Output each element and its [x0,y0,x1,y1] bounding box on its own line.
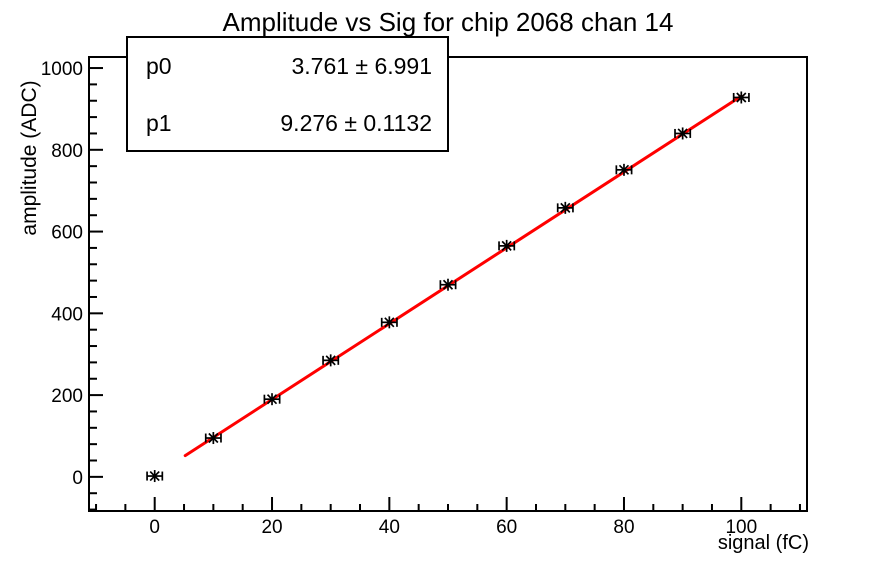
data-point [615,163,633,176]
y-tick-label: 600 [51,223,83,244]
stat-p0-value: 3.761 ± 6.991 [291,53,432,79]
stats-box: p0 3.761 ± 6.991 p1 9.276 ± 0.1132 [126,36,449,152]
marker-spoke-d2 [325,355,336,366]
y-tick-label: 800 [51,141,83,162]
x-axis-title: signal (fC) [718,532,809,554]
data-point [263,393,281,406]
stat-p1-value: 9.276 ± 0.1132 [280,110,432,136]
data-point [439,278,457,291]
data-point [204,432,222,445]
marker-spoke-d2 [266,394,278,405]
marker-spoke-d2 [208,432,219,444]
y-tick-label: 1000 [41,59,83,80]
y-tick-label: 200 [51,386,83,407]
y-tick-label: 400 [51,304,83,325]
x-tick-label: 100 [725,517,757,538]
data-point [146,470,164,483]
marker-spoke-d2 [501,240,512,251]
stat-p0-label: p0 [146,53,172,79]
y-axis-title: amplitude (ADC) [18,80,41,235]
stat-p1-label: p1 [146,110,172,136]
x-tick-label: 60 [496,517,517,538]
x-tick-label: 0 [149,517,160,538]
data-point [732,91,750,104]
marker-spoke-d2 [560,202,571,213]
data-point [498,239,516,252]
marker-spoke-d2 [442,279,454,290]
fit-line [183,94,743,458]
marker-spoke-d2 [149,470,160,482]
marker-spoke-d2 [384,317,395,328]
chart-title: Amplitude vs Sig for chip 2068 chan 14 [223,7,674,37]
data-point [556,201,574,214]
data-points [146,91,750,483]
stats-box-border [126,36,449,152]
x-tick-label: 40 [379,517,400,538]
data-point [674,127,692,140]
x-axis-ticks: 0 20 40 60 80 100 [95,497,801,538]
marker-spoke-d2 [618,164,630,175]
marker-spoke-d2 [736,92,747,103]
x-tick-label: 20 [261,517,282,538]
x-tick-label: 80 [613,517,634,538]
y-tick-label: 0 [72,468,83,489]
data-point [322,354,340,367]
y-axis-ticks: 0 200 400 600 800 1000 [41,59,103,511]
data-point [380,316,398,329]
marker-spoke-d2 [677,128,688,139]
